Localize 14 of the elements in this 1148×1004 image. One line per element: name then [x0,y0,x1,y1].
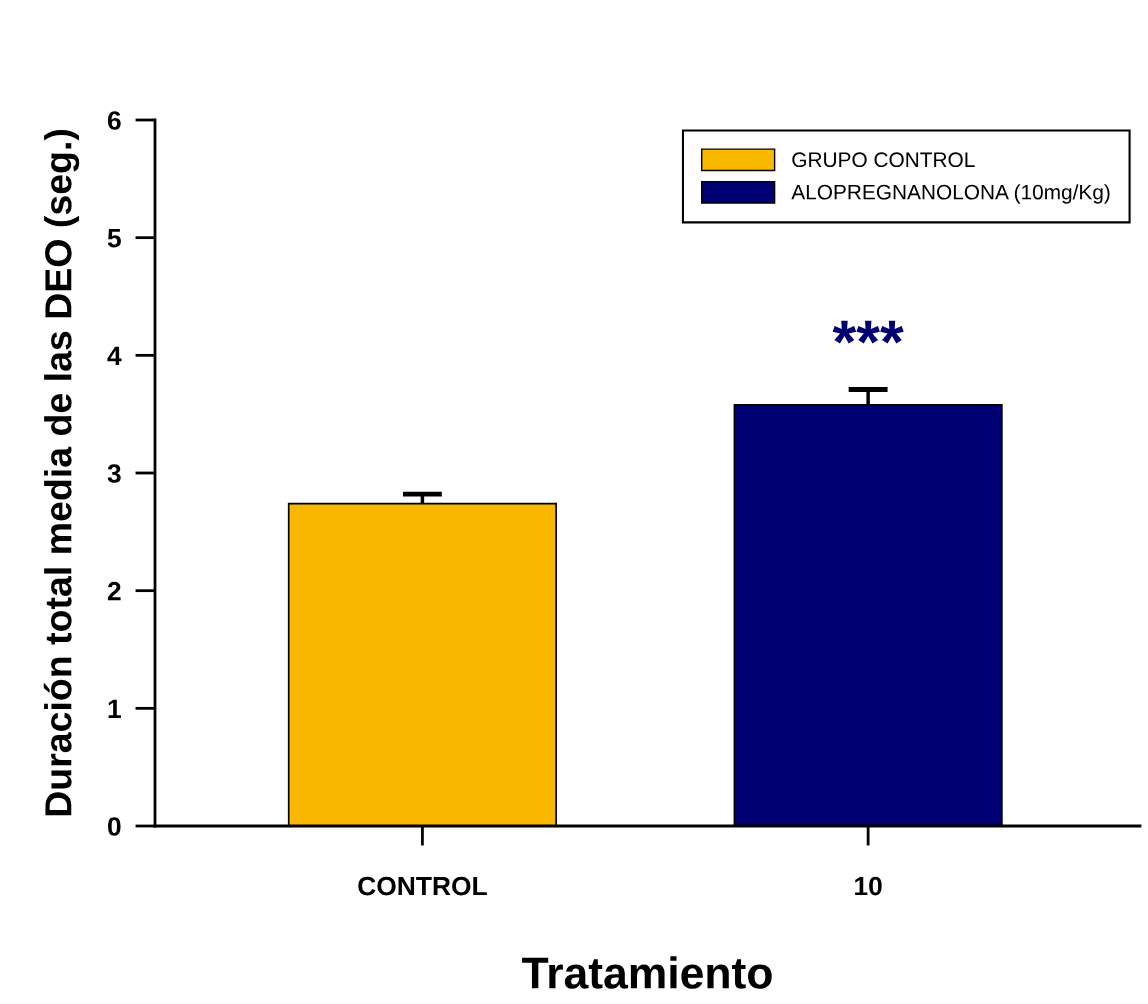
annotation: *** [832,320,904,344]
y-tick-label: 3 [107,464,121,483]
y-tick-label: 1 [108,699,121,718]
legend-label: ALOPREGNANOLONA (10mg/Kg) [791,184,1110,204]
y-tick-label: 0 [108,817,121,836]
x-tick-label: 10 [855,876,882,896]
y-tick-label: 4 [107,346,122,365]
y-tick-label: 5 [107,229,121,248]
x-tick-label: CONTROL [358,876,487,896]
y-tick-label: 6 [107,111,121,130]
legend-label: GRUPO CONTROL [792,152,975,168]
y-axis-title: Duración total media de las DEO (seg.) [43,129,80,816]
y-tick-label: 2 [107,581,121,601]
x-axis-title: Tratamiento [522,956,772,989]
